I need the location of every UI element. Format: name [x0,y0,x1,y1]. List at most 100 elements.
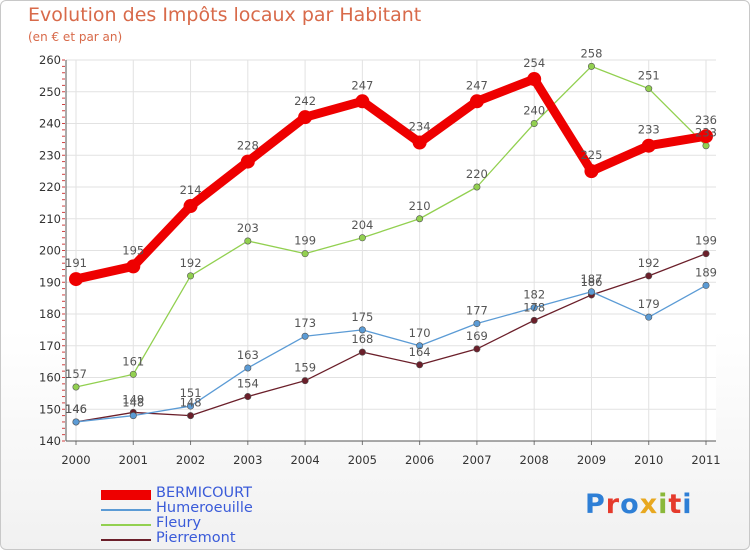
data-label: 225 [580,148,602,162]
y-tick-label: 150 [39,402,61,416]
data-point [587,288,595,296]
data-point [187,402,195,410]
data-label: 191 [65,256,87,270]
y-tick-label: 170 [39,339,61,353]
data-point [72,383,80,391]
data-point [702,281,710,289]
legend-label: BERMICOURT [156,485,252,501]
data-point [244,364,252,372]
data-point [412,135,427,150]
y-tick-label: 200 [39,244,61,258]
data-point [126,259,141,274]
data-point [473,345,481,353]
data-point [240,154,255,169]
data-label: 187 [580,272,602,286]
data-label: 161 [122,354,144,368]
y-tick-label: 210 [39,212,61,226]
data-point [702,142,710,150]
data-label: 173 [294,316,316,330]
data-label: 146 [65,402,87,416]
data-label: 159 [294,361,316,375]
data-point [530,304,538,312]
y-tick-label: 260 [39,53,61,67]
data-label: 169 [466,329,488,343]
x-tick-label: 2004 [290,453,319,467]
data-label: 220 [466,167,488,181]
chart-title: Evolution des Impôts locaux par Habitant [28,4,422,26]
data-label: 192 [638,256,660,270]
data-label: 186 [580,275,602,289]
x-tick-label: 2006 [405,453,434,467]
data-label: 203 [237,221,259,235]
data-label: 178 [523,300,545,314]
data-label: 154 [237,377,259,391]
data-label: 210 [409,199,431,213]
data-label: 251 [638,69,660,83]
data-point [358,326,366,334]
data-point [416,342,424,350]
y-tick-label: 220 [39,180,61,194]
data-point [355,94,370,109]
legend-swatch [101,539,151,541]
y-tick-label: 160 [39,371,61,385]
x-tick-label: 2000 [61,453,90,467]
data-label: 242 [294,94,316,108]
data-label: 247 [351,78,373,92]
data-point [699,129,713,144]
data-label: 175 [351,310,373,324]
data-point [298,110,313,125]
data-label: 168 [351,332,373,346]
data-label: 179 [638,297,660,311]
series-line-pierremont [75,253,707,423]
data-point [416,215,424,223]
y-tick-label: 190 [39,275,61,289]
data-label: 199 [695,234,717,248]
y-tick-label: 250 [39,85,61,99]
data-label: 233 [695,126,717,140]
data-point [641,138,656,153]
data-label: 228 [237,139,259,153]
data-point [301,332,309,340]
x-tick-label: 2011 [691,453,720,467]
data-point [69,272,83,287]
chart-subtitle: (en € et par an) [28,30,123,44]
legend-swatch [101,524,151,526]
data-label: 189 [695,265,717,279]
data-label: 195 [122,243,144,257]
series-line-fleury [75,65,707,388]
data-point [584,164,599,179]
data-label: 151 [180,386,202,400]
data-label: 258 [580,46,602,60]
x-tick-label: 2002 [176,453,205,467]
data-point [645,313,653,321]
y-tick-label: 230 [39,148,61,162]
data-label: 170 [409,326,431,340]
data-label: 192 [180,256,202,270]
data-label: 182 [523,288,545,302]
data-label: 214 [180,183,202,197]
data-point [473,320,481,328]
data-label: 204 [351,218,373,232]
legend-label: Fleury [156,515,202,531]
data-point [358,234,366,242]
data-point [645,272,653,280]
series-line-humeroeuille [75,284,707,423]
x-tick-label: 2001 [119,453,148,467]
data-point [527,72,542,87]
data-label: 254 [523,56,545,70]
data-label: 164 [409,345,431,359]
data-point [530,316,538,324]
data-point [187,272,195,280]
data-label: 247 [466,78,488,92]
data-point [129,370,137,378]
data-label: 240 [523,104,545,118]
legend-swatch [101,490,151,500]
data-point [702,250,710,258]
y-tick-label: 180 [39,307,61,321]
data-point [301,250,309,258]
data-label: 199 [294,234,316,248]
data-point [469,94,484,109]
data-point [416,361,424,369]
